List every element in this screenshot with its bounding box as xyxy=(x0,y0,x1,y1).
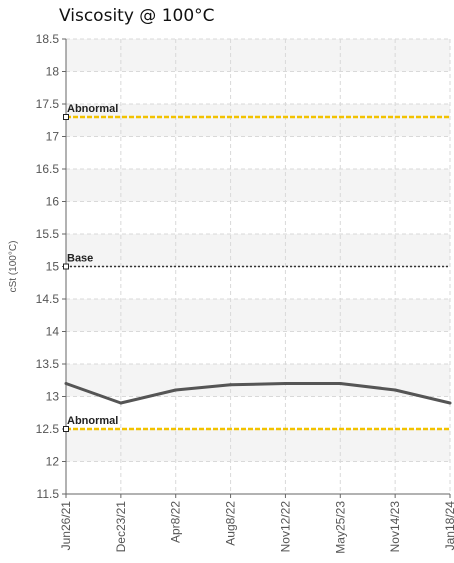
grid-band xyxy=(66,234,450,267)
reference-label: Abnormal xyxy=(67,415,118,427)
grid-band xyxy=(66,104,450,137)
x-tick-label: Jun26/21 xyxy=(59,501,73,551)
y-tick-label: 18 xyxy=(46,65,60,79)
grid-band xyxy=(66,39,450,72)
reference-marker xyxy=(63,426,69,432)
data-point xyxy=(338,382,342,385)
y-tick-label: 16.5 xyxy=(36,162,60,176)
reference-marker xyxy=(63,114,69,120)
data-point xyxy=(229,383,233,387)
reference-label: Abnormal xyxy=(67,103,118,115)
series-line xyxy=(65,382,451,405)
reference-marker xyxy=(63,263,69,270)
grid-band xyxy=(66,364,450,397)
x-tick-label: Jan18/24 xyxy=(443,501,454,551)
y-tick-label: 14 xyxy=(46,325,60,339)
data-point xyxy=(64,382,68,385)
y-tick-label: 11.5 xyxy=(37,487,60,501)
y-tick-label: 13.5 xyxy=(36,357,60,371)
x-tick-label: Aug8/22 xyxy=(224,501,238,546)
y-tick-label: 15 xyxy=(46,260,60,274)
data-point xyxy=(119,401,123,405)
y-axis-label: cSt (100°C) xyxy=(8,241,19,293)
x-tick-label: May25/23 xyxy=(333,501,347,554)
x-tick-label: Apr8/22 xyxy=(169,501,183,543)
y-tick-label: 17 xyxy=(46,130,60,144)
x-tick-label: Nov14/23 xyxy=(388,501,402,553)
reference-label: Base xyxy=(67,253,93,265)
y-tick-label: 18.5 xyxy=(36,32,60,46)
data-point xyxy=(393,388,397,392)
data-point xyxy=(174,388,178,392)
grid-band xyxy=(66,169,450,202)
data-point xyxy=(283,382,287,385)
x-tick-label: Dec23/21 xyxy=(114,501,128,553)
y-tick-label: 14.5 xyxy=(36,292,60,306)
x-tick-label: Nov12/22 xyxy=(278,501,292,553)
y-tick-label: 13 xyxy=(46,390,60,404)
grid-band xyxy=(66,429,450,462)
y-tick-label: 16 xyxy=(46,195,60,209)
y-tick-label: 15.5 xyxy=(36,227,60,241)
grid-band xyxy=(66,299,450,332)
y-tick-label: 17.5 xyxy=(36,97,60,111)
y-tick-label: 12 xyxy=(46,455,60,469)
chart-title: Viscosity @ 100°C xyxy=(59,6,215,26)
y-tick-label: 12.5 xyxy=(36,422,60,436)
data-point xyxy=(448,401,452,405)
